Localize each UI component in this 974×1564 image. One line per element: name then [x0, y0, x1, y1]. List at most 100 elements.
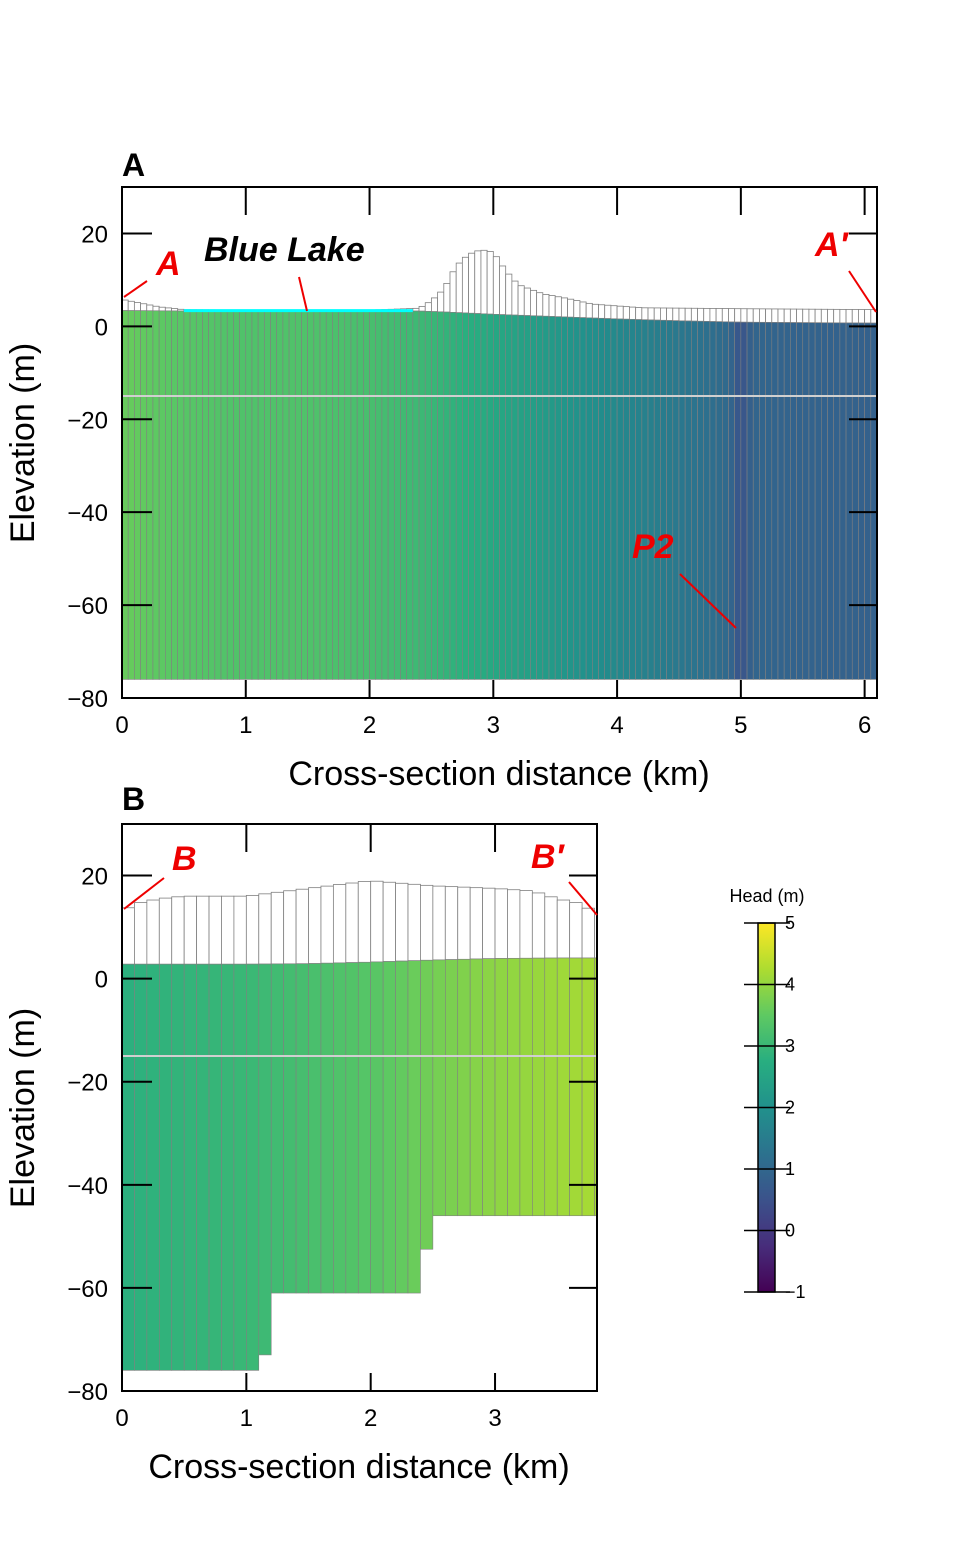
head-cell — [283, 963, 297, 1294]
unsaturated-cell — [796, 308, 804, 324]
unsaturated-cell — [171, 896, 185, 965]
head-cell — [598, 318, 606, 680]
head-cell — [356, 310, 364, 680]
unsaturated-cell — [734, 308, 742, 323]
head-cell — [827, 322, 834, 680]
unsaturated-cell — [455, 262, 463, 314]
unsaturated-cell — [480, 249, 488, 315]
x-tick-label: 5 — [734, 712, 747, 739]
head-cell — [202, 310, 209, 680]
head-cell — [208, 310, 216, 680]
y-tick-label: −20 — [67, 1070, 108, 1097]
head-cell — [536, 315, 544, 680]
annotation-b: B — [172, 840, 197, 878]
head-cell — [752, 321, 760, 680]
unsaturated-cell — [283, 890, 297, 965]
unsaturated-cell — [573, 300, 581, 318]
y-tick-label: −60 — [67, 593, 108, 620]
head-cell — [333, 962, 347, 1294]
unsaturated-cell — [542, 294, 550, 317]
x-tick-label: 2 — [364, 1405, 377, 1432]
unsaturated-cell — [827, 308, 835, 324]
head-cell — [183, 310, 191, 680]
unsaturated-cell — [554, 296, 562, 318]
head-cell — [523, 315, 531, 680]
unsaturated-cell — [560, 297, 568, 318]
head-cell — [301, 310, 308, 680]
colorbar-title: Head (m) — [729, 886, 804, 906]
panel-a-x-axis-label: Cross-section distance (km) — [288, 755, 709, 793]
head-cell — [159, 963, 173, 1371]
unsaturated-cell — [629, 306, 637, 320]
head-cell — [721, 321, 729, 680]
y-tick-label: −80 — [67, 686, 108, 713]
head-cell — [469, 958, 483, 1217]
unsaturated-cell — [121, 907, 135, 965]
annotation-b-prime-leader — [568, 881, 598, 916]
head-cell — [592, 317, 599, 680]
unsaturated-cell — [740, 308, 748, 323]
unsaturated-cell — [474, 250, 482, 314]
unsaturated-cell — [548, 295, 556, 317]
unsaturated-cell — [808, 308, 816, 324]
head-cell — [245, 310, 253, 680]
panel-a-label: A — [122, 147, 145, 183]
head-cell — [544, 957, 558, 1217]
head-cell — [610, 318, 618, 680]
head-cell — [858, 322, 865, 680]
unsaturated-cell — [152, 305, 160, 312]
unsaturated-cell — [420, 884, 434, 961]
panel-b-plot-area — [121, 880, 598, 1371]
y-tick-label: 0 — [95, 314, 108, 341]
unsaturated-cell — [839, 309, 847, 324]
unsaturated-cell — [519, 890, 533, 959]
head-cell — [567, 316, 575, 680]
head-cell — [462, 312, 469, 680]
colorbar-tick-label: 1 — [785, 1159, 795, 1179]
unsaturated-cell — [183, 895, 198, 965]
panel-b-x-ticks: 0 1 2 3 — [115, 824, 502, 1432]
head-cell — [678, 320, 686, 680]
head-cell — [246, 963, 260, 1371]
unsaturated-cell — [494, 888, 508, 959]
head-cell — [444, 959, 459, 1217]
unsaturated-cell — [635, 307, 643, 320]
head-cell — [660, 320, 667, 680]
head-cell — [295, 963, 309, 1294]
head-cell — [746, 321, 754, 680]
unsaturated-cell — [432, 885, 446, 961]
head-cell — [313, 310, 321, 680]
unsaturated-cell — [511, 280, 519, 316]
x-tick-label: 4 — [610, 712, 623, 739]
head-cell — [208, 963, 222, 1371]
head-cell — [783, 322, 791, 680]
head-cell — [134, 963, 148, 1371]
head-cell — [420, 959, 434, 1250]
unsaturated-cell — [443, 282, 451, 313]
head-cell — [319, 310, 327, 680]
unsaturated-cell — [492, 256, 500, 315]
head-cell — [165, 310, 172, 680]
head-cell — [622, 318, 630, 680]
colorbar-tick-label: 3 — [785, 1036, 795, 1056]
panel-b-frame — [121, 823, 598, 1392]
annotation-b-leader — [123, 877, 165, 910]
unsaturated-cell — [666, 307, 674, 321]
panel-b-label: B — [122, 781, 145, 817]
head-cell — [494, 958, 508, 1217]
head-cell — [569, 957, 583, 1217]
head-cell — [264, 310, 271, 680]
head-cell — [629, 319, 636, 680]
unsaturated-cell — [783, 308, 791, 323]
unsaturated-cell — [418, 305, 426, 312]
head-cell — [653, 319, 661, 680]
x-tick-label: 1 — [239, 712, 252, 739]
head-cell — [796, 322, 804, 680]
head-cell — [561, 316, 568, 680]
head-cell — [432, 959, 446, 1217]
colorbar-ticks: 5 4 3 2 1 0 −1 — [744, 913, 806, 1302]
unsaturated-cell — [412, 307, 420, 312]
colorbar-tick-label: 2 — [785, 1098, 795, 1118]
unsaturated-cell — [864, 309, 872, 324]
